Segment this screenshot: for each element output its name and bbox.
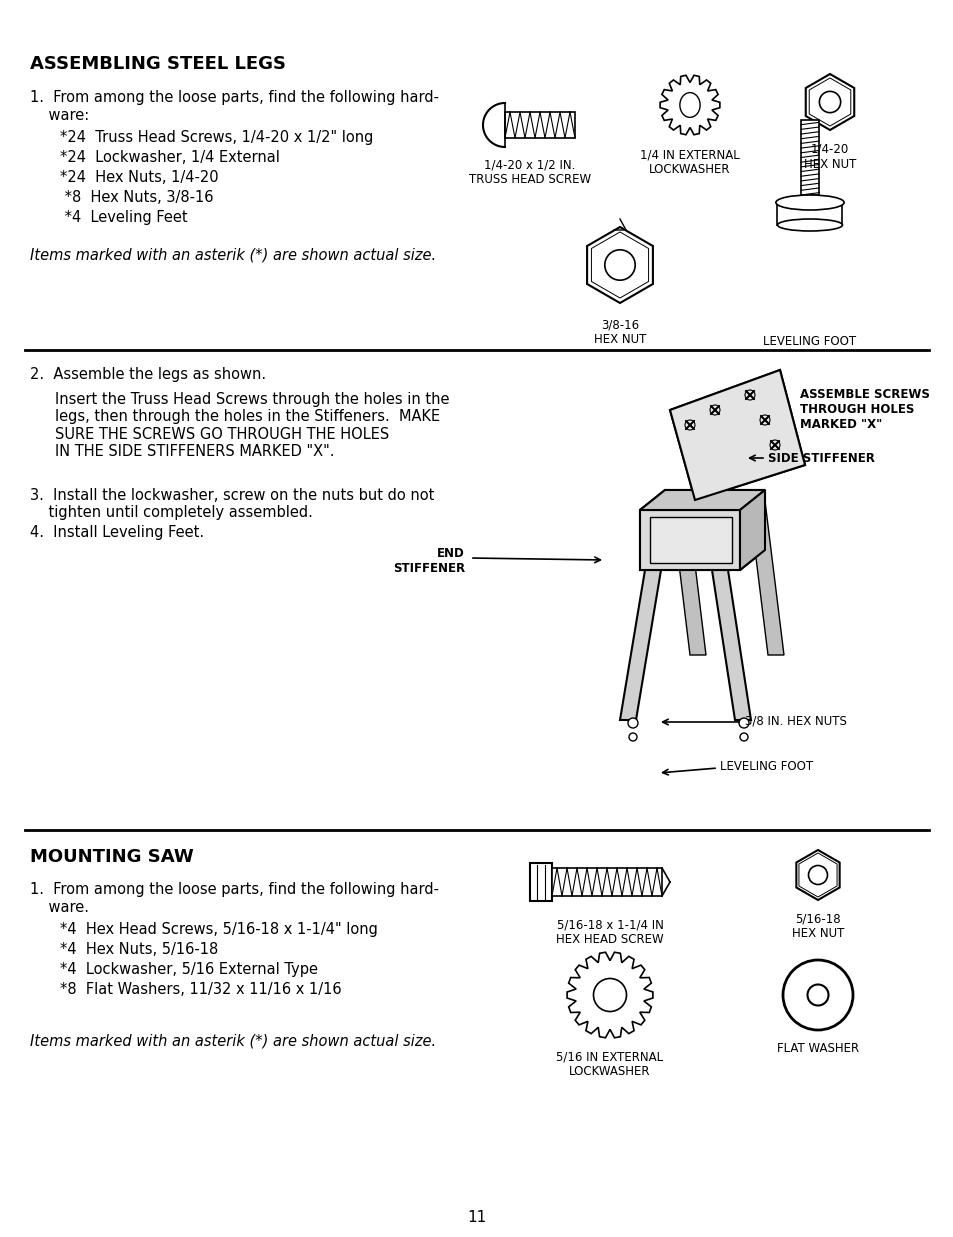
FancyBboxPatch shape [552, 868, 661, 896]
Text: Insert the Truss Head Screws through the holes in the
legs, then through the hol: Insert the Truss Head Screws through the… [55, 392, 449, 459]
Text: 1/4-20 x 1/2 IN.
TRUSS HEAD SCREW: 1/4-20 x 1/2 IN. TRUSS HEAD SCREW [469, 158, 591, 186]
Text: ASSEMBLE SCREWS
THROUGH HOLES
MARKED "X": ASSEMBLE SCREWS THROUGH HOLES MARKED "X" [800, 388, 929, 430]
Circle shape [807, 866, 826, 884]
Text: 5/16-18 x 1-1/4 IN
HEX HEAD SCREW: 5/16-18 x 1-1/4 IN HEX HEAD SCREW [556, 918, 663, 946]
Polygon shape [639, 490, 764, 510]
Polygon shape [740, 490, 764, 570]
FancyBboxPatch shape [504, 113, 575, 139]
Circle shape [744, 390, 754, 400]
Text: 3/8 IN. HEX NUTS: 3/8 IN. HEX NUTS [744, 715, 846, 729]
Text: LEVELING FOOT: LEVELING FOOT [762, 335, 856, 348]
Text: FLAT WASHER: FLAT WASHER [776, 1042, 858, 1055]
Circle shape [760, 414, 769, 426]
Text: 4.  Install Leveling Feet.: 4. Install Leveling Feet. [30, 524, 204, 541]
Polygon shape [639, 510, 740, 570]
Polygon shape [482, 103, 504, 147]
Text: 5/16 IN EXTERNAL
LOCKWASHER: 5/16 IN EXTERNAL LOCKWASHER [556, 1050, 663, 1077]
Polygon shape [639, 490, 764, 510]
Text: Items marked with an asterik (*) are shown actual size.: Items marked with an asterik (*) are sho… [30, 247, 436, 263]
Text: *24  Lockwasher, 1/4 External: *24 Lockwasher, 1/4 External [60, 150, 279, 165]
Circle shape [709, 404, 720, 414]
Circle shape [684, 421, 695, 430]
Circle shape [769, 440, 780, 450]
FancyBboxPatch shape [801, 120, 818, 195]
Text: 11: 11 [467, 1210, 486, 1225]
Circle shape [806, 985, 827, 1006]
Polygon shape [586, 228, 652, 303]
Polygon shape [805, 74, 853, 130]
Text: ware:: ware: [30, 108, 90, 122]
Text: *24  Hex Nuts, 1/4-20: *24 Hex Nuts, 1/4-20 [60, 169, 218, 186]
Text: *4  Hex Head Screws, 5/16-18 x 1-1/4" long: *4 Hex Head Screws, 5/16-18 x 1-1/4" lon… [60, 922, 377, 936]
Text: *4  Lockwasher, 5/16 External Type: *4 Lockwasher, 5/16 External Type [60, 962, 317, 977]
Text: *24  Truss Head Screws, 1/4-20 x 1/2" long: *24 Truss Head Screws, 1/4-20 x 1/2" lon… [60, 130, 373, 145]
Text: 1/4-20
HEX NUT: 1/4-20 HEX NUT [803, 143, 855, 171]
Text: ware.: ware. [30, 901, 89, 915]
Polygon shape [796, 850, 839, 901]
Text: *4  Leveling Feet: *4 Leveling Feet [60, 210, 188, 225]
Text: 3/8-16
HEX NUT: 3/8-16 HEX NUT [593, 318, 645, 346]
Polygon shape [669, 490, 705, 656]
Polygon shape [649, 517, 731, 563]
Text: 1.  From among the loose parts, find the following hard-: 1. From among the loose parts, find the … [30, 90, 438, 105]
FancyBboxPatch shape [777, 203, 841, 225]
Circle shape [709, 404, 720, 414]
Circle shape [593, 978, 626, 1012]
Polygon shape [747, 494, 783, 656]
Polygon shape [669, 370, 804, 500]
Circle shape [744, 390, 754, 400]
Text: END
STIFFENER: END STIFFENER [393, 547, 464, 575]
Circle shape [627, 717, 638, 729]
Circle shape [604, 250, 635, 281]
Polygon shape [566, 952, 652, 1038]
Circle shape [740, 734, 747, 741]
Text: 5/16-18
HEX NUT: 5/16-18 HEX NUT [791, 912, 843, 940]
Circle shape [782, 960, 852, 1030]
Polygon shape [649, 517, 731, 563]
Circle shape [684, 421, 695, 430]
FancyBboxPatch shape [530, 863, 552, 901]
Circle shape [769, 440, 780, 450]
Text: *8  Hex Nuts, 3/8-16: *8 Hex Nuts, 3/8-16 [60, 190, 213, 205]
Ellipse shape [777, 219, 841, 231]
Ellipse shape [777, 198, 841, 210]
Text: 1.  From among the loose parts, find the following hard-: 1. From among the loose parts, find the … [30, 882, 438, 897]
Ellipse shape [679, 93, 700, 118]
Circle shape [819, 92, 840, 113]
Text: MOUNTING SAW: MOUNTING SAW [30, 849, 193, 866]
Text: LEVELING FOOT: LEVELING FOOT [720, 760, 812, 773]
Text: *4  Hex Nuts, 5/16-18: *4 Hex Nuts, 5/16-18 [60, 943, 218, 957]
Polygon shape [659, 75, 720, 135]
Text: ASSEMBLING STEEL LEGS: ASSEMBLING STEEL LEGS [30, 54, 286, 73]
Polygon shape [798, 854, 836, 897]
Text: 3.  Install the lockwasher, screw on the nuts but do not
    tighten until compl: 3. Install the lockwasher, screw on the … [30, 489, 434, 521]
Circle shape [760, 414, 769, 426]
Text: 1/4 IN EXTERNAL
LOCKWASHER: 1/4 IN EXTERNAL LOCKWASHER [639, 148, 740, 176]
Polygon shape [619, 570, 660, 720]
Ellipse shape [775, 195, 843, 210]
Polygon shape [740, 490, 764, 570]
Text: Items marked with an asterik (*) are shown actual size.: Items marked with an asterik (*) are sho… [30, 1033, 436, 1048]
Polygon shape [639, 510, 740, 570]
Text: *8  Flat Washers, 11/32 x 11/16 x 1/16: *8 Flat Washers, 11/32 x 11/16 x 1/16 [60, 982, 341, 997]
Polygon shape [711, 570, 750, 720]
Polygon shape [808, 78, 850, 126]
Polygon shape [669, 370, 804, 500]
Text: SIDE STIFFENER: SIDE STIFFENER [767, 452, 874, 465]
Polygon shape [591, 233, 648, 298]
Circle shape [739, 717, 748, 729]
Text: 2.  Assemble the legs as shown.: 2. Assemble the legs as shown. [30, 367, 266, 382]
Circle shape [628, 734, 637, 741]
